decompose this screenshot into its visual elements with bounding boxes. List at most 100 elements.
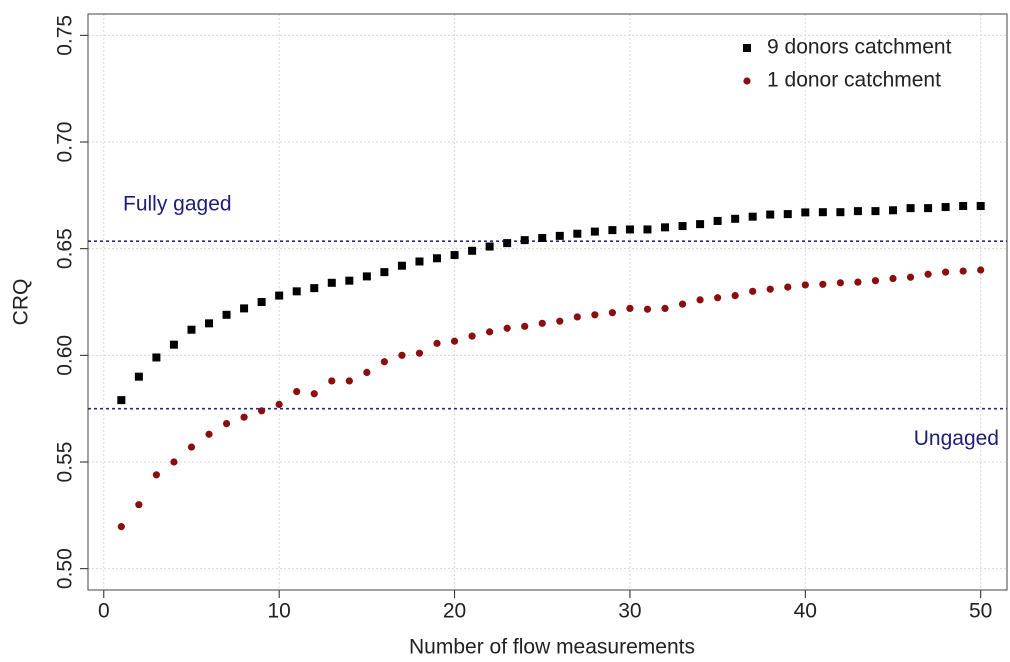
point — [240, 413, 248, 421]
point — [748, 212, 757, 221]
point — [854, 278, 862, 286]
point — [766, 210, 775, 219]
point — [836, 279, 844, 287]
point — [784, 283, 792, 291]
point — [328, 377, 336, 385]
annotation: Fully gaged — [123, 193, 232, 216]
point — [889, 274, 897, 283]
annotation: Ungaged — [914, 427, 999, 450]
point — [818, 208, 827, 217]
point — [643, 225, 652, 234]
x-tick-label: 20 — [443, 600, 466, 623]
point — [608, 226, 617, 235]
point — [135, 501, 143, 509]
y-axis-title: CRQ — [10, 279, 33, 326]
point — [836, 208, 845, 217]
point — [205, 319, 214, 328]
point — [485, 242, 494, 251]
point — [924, 204, 933, 213]
point — [556, 317, 564, 325]
point — [415, 257, 424, 266]
point — [591, 311, 599, 319]
point — [169, 340, 178, 349]
point — [906, 204, 915, 213]
point — [310, 390, 318, 398]
point — [275, 291, 284, 300]
point — [327, 278, 336, 287]
point — [222, 420, 231, 428]
x-tick-label: 40 — [794, 600, 817, 623]
point — [117, 523, 125, 531]
point — [661, 304, 669, 312]
point — [468, 332, 476, 340]
point — [608, 309, 616, 317]
x-tick-label: 50 — [969, 600, 992, 623]
point — [678, 222, 687, 231]
point — [555, 231, 564, 240]
point — [976, 202, 985, 210]
x-tick-label: 0 — [98, 600, 110, 623]
point — [117, 396, 126, 405]
point — [275, 400, 283, 408]
point — [468, 246, 477, 255]
point — [415, 349, 424, 357]
point — [257, 298, 266, 306]
point — [292, 287, 301, 296]
y-tick-label: 0.65 — [54, 228, 77, 269]
point — [170, 458, 178, 466]
point — [433, 339, 441, 347]
point — [871, 207, 880, 216]
point — [222, 310, 231, 319]
point — [363, 368, 371, 376]
legend-label: 1 donor catchment — [767, 69, 941, 92]
point — [258, 407, 266, 415]
point — [573, 313, 581, 321]
point — [293, 388, 301, 396]
point — [661, 223, 670, 232]
point — [345, 276, 354, 285]
point — [152, 471, 160, 479]
point — [538, 319, 546, 327]
point — [714, 294, 722, 302]
x-tick-label: 30 — [618, 600, 641, 623]
point — [731, 292, 739, 300]
point — [643, 305, 652, 313]
y-tick-label: 0.75 — [54, 15, 77, 56]
point — [924, 270, 932, 278]
point — [538, 234, 547, 242]
point — [906, 273, 915, 281]
point — [801, 281, 809, 289]
point — [187, 443, 196, 451]
point — [397, 261, 406, 270]
x-axis-title: Number of flow measurements — [409, 636, 695, 659]
point — [240, 304, 249, 313]
point — [819, 280, 827, 288]
point — [959, 267, 967, 275]
point — [345, 377, 353, 385]
y-tick-label: 0.60 — [54, 335, 77, 376]
point — [398, 351, 406, 359]
x-tick-label: 10 — [267, 600, 290, 623]
point — [450, 251, 459, 260]
legend-label: 9 donors catchment — [767, 36, 952, 59]
plot-frame — [87, 13, 1008, 591]
point — [959, 202, 968, 210]
point — [503, 324, 511, 332]
point — [871, 277, 880, 285]
point — [310, 284, 319, 293]
point — [801, 208, 810, 217]
point — [152, 353, 161, 362]
point — [380, 268, 389, 277]
point — [573, 229, 582, 238]
y-tick-label: 0.50 — [54, 548, 77, 589]
point — [749, 287, 757, 295]
point — [521, 322, 529, 330]
point — [486, 328, 494, 336]
point — [731, 214, 740, 223]
point — [187, 325, 196, 334]
point — [783, 210, 792, 219]
legend-marker — [743, 77, 751, 85]
point — [134, 372, 143, 381]
point — [713, 216, 722, 225]
